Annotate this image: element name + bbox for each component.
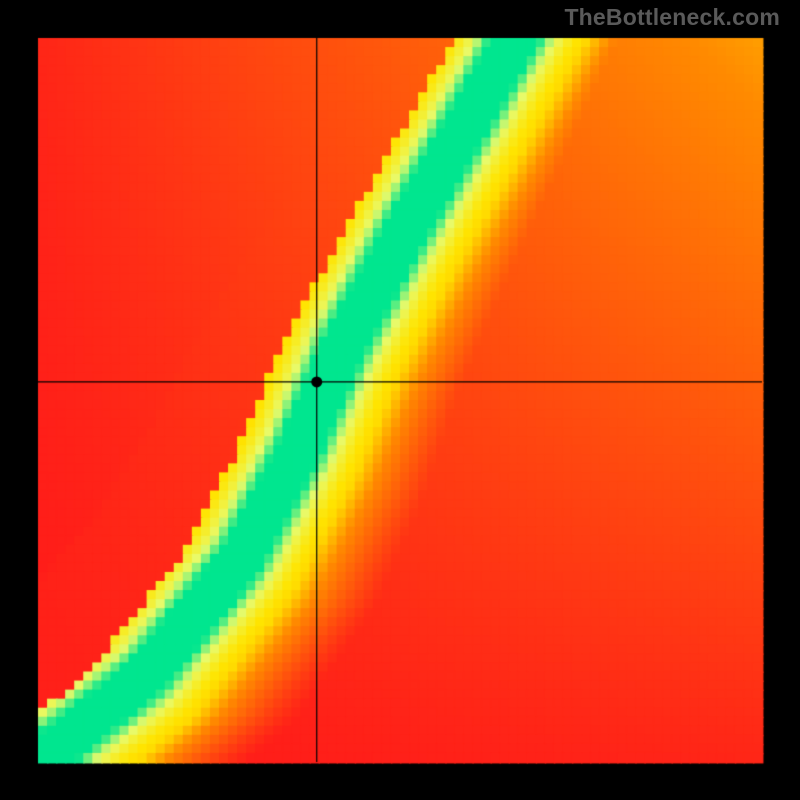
- heatmap-canvas: [0, 0, 800, 800]
- chart-container: TheBottleneck.com: [0, 0, 800, 800]
